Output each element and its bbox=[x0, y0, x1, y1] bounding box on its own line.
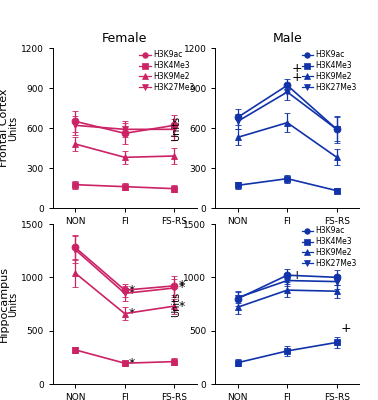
Text: Frontal Cortex: Frontal Cortex bbox=[0, 89, 9, 167]
Y-axis label: Units: Units bbox=[8, 292, 18, 316]
Text: +: + bbox=[291, 269, 302, 282]
Text: +: + bbox=[341, 322, 352, 335]
Legend: H3K9ac, H3K4Me3, H3K9Me2, H3K27Me3: H3K9ac, H3K4Me3, H3K9Me2, H3K27Me3 bbox=[138, 49, 196, 94]
Text: *: * bbox=[178, 300, 184, 313]
Y-axis label: Units: Units bbox=[171, 116, 181, 140]
Legend: H3K9ac, H3K4Me3, H3K9Me2, H3K27Me3: H3K9ac, H3K4Me3, H3K9Me2, H3K27Me3 bbox=[300, 49, 358, 94]
X-axis label: Behavioral Experience: Behavioral Experience bbox=[70, 229, 180, 239]
X-axis label: Behavioral Experience: Behavioral Experience bbox=[232, 229, 342, 239]
Text: *: * bbox=[129, 357, 135, 370]
Text: *: * bbox=[178, 282, 184, 294]
Y-axis label: Units: Units bbox=[8, 116, 18, 140]
Legend: H3K9ac, H3K4Me3, H3K9Me2, H3K27Me3: H3K9ac, H3K4Me3, H3K9Me2, H3K27Me3 bbox=[300, 225, 358, 270]
Text: *: * bbox=[129, 284, 135, 297]
Text: *: * bbox=[129, 307, 135, 320]
Text: +: + bbox=[291, 71, 302, 84]
Text: *: * bbox=[129, 287, 135, 300]
Title: Male: Male bbox=[273, 32, 302, 46]
Title: Female: Female bbox=[102, 32, 147, 46]
Text: +: + bbox=[291, 62, 302, 75]
Text: Hippocampus: Hippocampus bbox=[0, 266, 9, 342]
Text: *: * bbox=[178, 279, 184, 292]
Y-axis label: Units: Units bbox=[170, 292, 181, 316]
